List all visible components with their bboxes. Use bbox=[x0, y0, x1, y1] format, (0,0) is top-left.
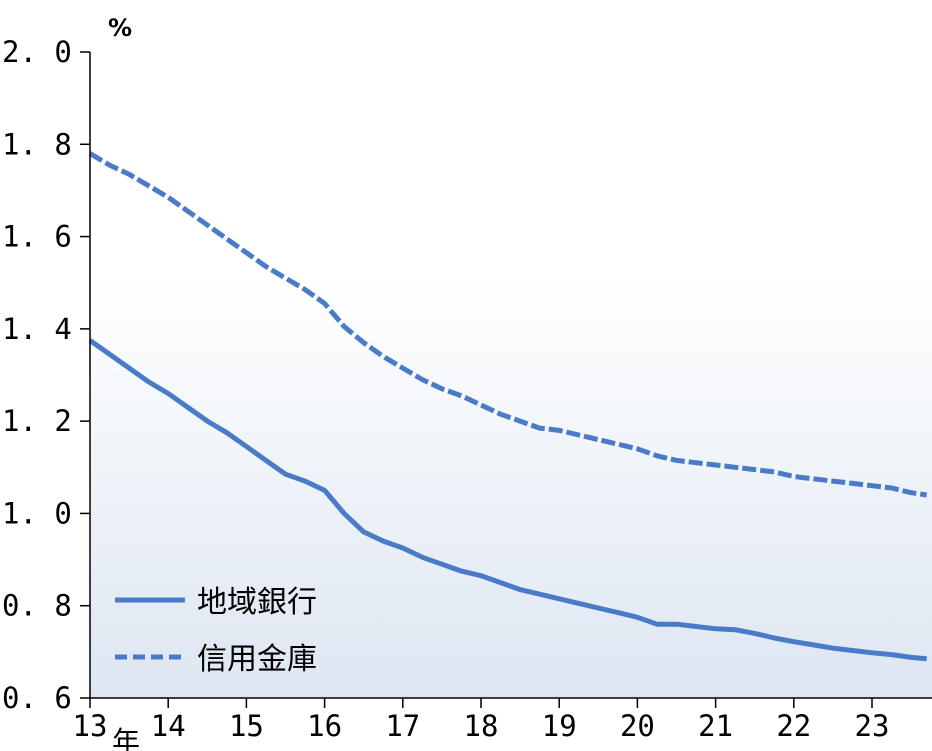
y-tick-label: 0. 6 bbox=[2, 681, 72, 715]
y-tick-label: 1. 8 bbox=[2, 127, 72, 161]
series-line-shinkin-banks bbox=[88, 151, 928, 498]
y-axis: 0. 6 0. 8 1. 0 1. 2 1. 4 1. 6 1. 8 2. 0 bbox=[2, 35, 90, 715]
legend: 地域銀行 信用金庫 bbox=[115, 585, 317, 677]
y-tick-label: 1. 2 bbox=[2, 404, 72, 438]
x-tick-label: 19 bbox=[542, 709, 577, 743]
y-tick-label: 1. 6 bbox=[2, 220, 72, 254]
y-tick-label: 1. 0 bbox=[2, 496, 72, 530]
x-tick-label: 14 bbox=[151, 709, 186, 743]
x-tick-label: 15 bbox=[229, 709, 264, 743]
x-axis: 13 14 15 16 17 18 19 20 21 22 23 bbox=[73, 698, 890, 743]
x-tick-label: 16 bbox=[307, 709, 342, 743]
y-tick-label: 1. 4 bbox=[2, 312, 72, 346]
legend-label-shinkin-banks: 信用金庫 bbox=[197, 642, 317, 677]
legend-label-regional-banks: 地域銀行 bbox=[197, 585, 317, 620]
x-tick-label: 21 bbox=[698, 709, 733, 743]
series-line-regional-banks bbox=[88, 338, 927, 662]
x-tick-label: 22 bbox=[776, 709, 811, 743]
plot-area bbox=[90, 52, 932, 698]
x-tick-label: 18 bbox=[464, 709, 499, 743]
y-axis-unit-label: % bbox=[108, 14, 132, 42]
series-group bbox=[88, 151, 928, 662]
x-tick-label: 20 bbox=[620, 709, 655, 743]
x-axis-year-suffix: 年 bbox=[112, 725, 140, 751]
x-tick-label: 17 bbox=[385, 709, 420, 743]
y-tick-label: 2. 0 bbox=[2, 35, 72, 69]
x-tick-label: 13 bbox=[73, 709, 108, 743]
x-tick-label: 23 bbox=[855, 709, 890, 743]
y-tick-label: 0. 8 bbox=[2, 589, 72, 623]
